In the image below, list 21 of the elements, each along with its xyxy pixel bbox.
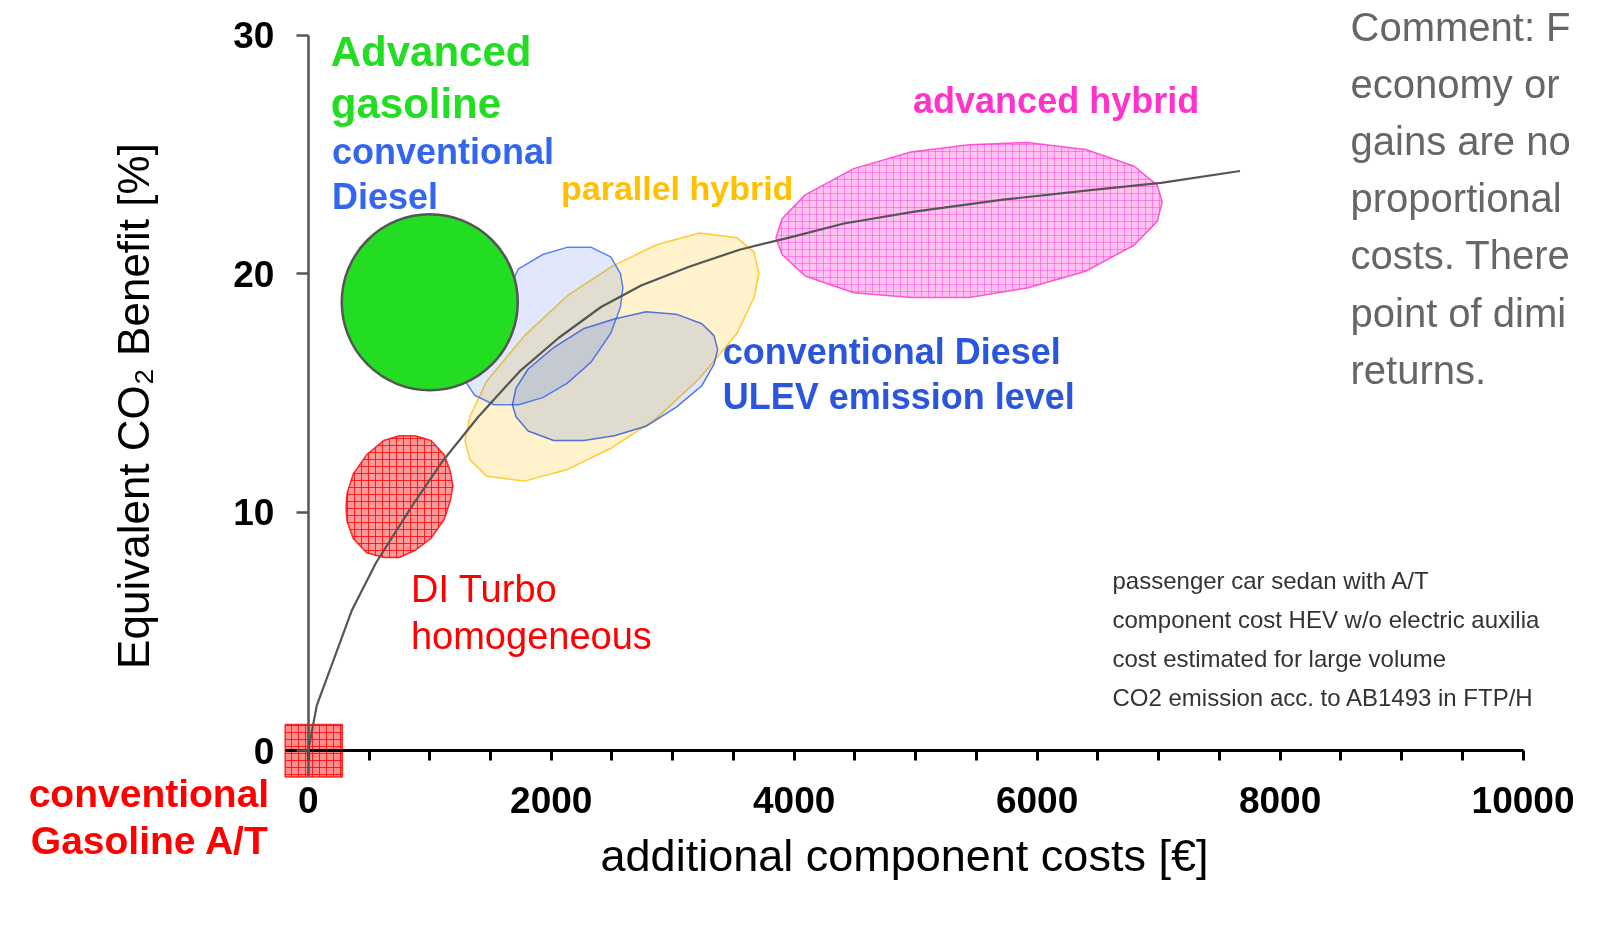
- y-axis-title: Equivalent CO₂ Benefit [%]: [109, 143, 159, 669]
- annotation: passenger car sedan with A/T component cost HEV w/o electric auxilia cost estimated for large volume CO2 emission acc. to AB1493 in FTP/H: [1112, 566, 1541, 711]
- x-tick-label: 4000: [753, 779, 836, 821]
- text: Advanced gasoline: [330, 28, 532, 127]
- series-label: DI Turbo homogeneous: [410, 568, 652, 657]
- x-tick-label: 8000: [1238, 779, 1322, 821]
- y-tick-label: 10: [233, 492, 275, 534]
- x-tick-label: 6000: [995, 779, 1079, 821]
- x-tick-label: 0: [297, 779, 319, 821]
- series-label: conventional Diesel ULEV emission level: [722, 330, 1075, 417]
- y-tick-label: 0: [253, 730, 275, 772]
- y-tick-label: 30: [233, 15, 275, 57]
- y-tick-label: 20: [233, 253, 275, 295]
- series-label: parallel hybrid: [560, 169, 794, 208]
- x-tick-label: 10000: [1471, 779, 1575, 821]
- series-label: conventional Diesel: [331, 131, 555, 218]
- annotation: Comment: F economy or gains are no proportional costs. There point of dimi returns.: [1350, 4, 1571, 392]
- series-label: advanced hybrid: [913, 80, 1200, 122]
- series-label: conventional Gasoline A/T: [28, 771, 270, 863]
- x-tick-label: 2000: [510, 779, 593, 821]
- x-axis-title: additional component costs [€]: [600, 829, 1209, 881]
